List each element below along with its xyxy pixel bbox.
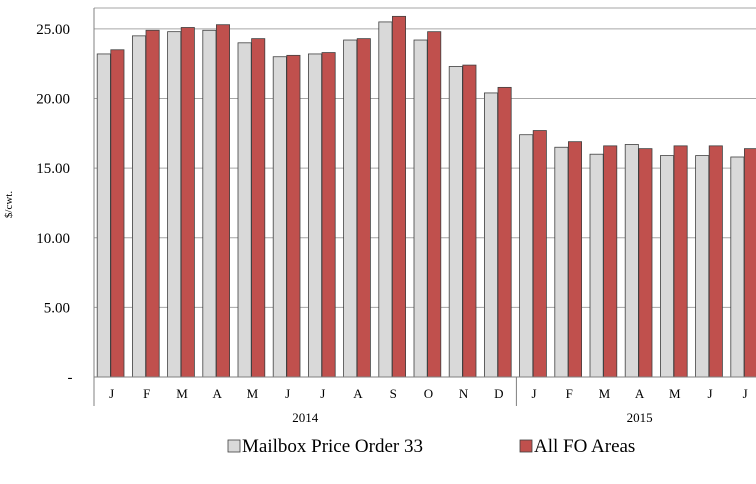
x-tick-label: J [743,386,748,401]
bar-mailbox-price [519,134,534,378]
bar-mailbox-price [272,56,287,378]
bar-all-fo-areas [391,15,406,378]
legend: Mailbox Price Order 33 All FO Areas [227,436,635,457]
x-tick-label: J [285,386,290,401]
bar-mailbox-price [167,31,182,378]
x-group-label: 2014 [292,410,319,425]
bar-all-fo-areas [286,54,301,378]
x-tick-label: F [566,386,573,401]
x-tick-label: J [531,386,536,401]
bar-mailbox-price [413,39,428,378]
x-tick-label: O [424,386,433,401]
x-tick-label: A [353,386,363,401]
y-tick-label: 20.00 [36,92,70,108]
bars [96,15,756,378]
x-tick-label: M [247,386,259,401]
bar-mailbox-price [237,42,252,378]
x-tick-label: N [459,386,469,401]
bar-all-fo-areas [638,148,653,378]
bar-all-fo-areas [215,24,230,378]
x-tick-label: M [599,386,611,401]
y-tick-label: 15.00 [36,161,70,177]
bar-all-fo-areas [603,145,618,378]
bar-all-fo-areas [462,64,477,378]
bar-all-fo-areas [110,49,125,378]
bar-mailbox-price [483,92,498,378]
bar-all-fo-areas [708,145,723,378]
y-tick-label: 10.00 [36,231,70,247]
bar-mailbox-price [589,153,604,378]
bar-all-fo-areas [568,141,583,378]
x-tick-label: J [320,386,325,401]
legend-label: All FO Areas [534,436,635,457]
bar-mailbox-price [96,53,111,378]
x-tick-label: F [143,386,150,401]
bar-mailbox-price [660,155,675,378]
legend-swatch [227,439,241,453]
bar-mailbox-price [307,53,322,378]
bar-all-fo-areas [145,29,160,378]
bar-all-fo-areas [532,130,547,378]
legend-item-mailbox-price: Mailbox Price Order 33 [227,436,423,457]
bar-all-fo-areas [321,52,336,378]
bar-all-fo-areas [744,148,756,378]
bar-mailbox-price [624,144,639,378]
x-tick-label: J [707,386,712,401]
y-tick-label: 5.00 [44,300,70,316]
legend-swatch [519,439,533,453]
bar-mailbox-price [131,35,146,378]
x-group-label: 2015 [627,410,653,425]
bar-mailbox-price [343,39,358,378]
y-axis-label: $/cwt. [3,191,15,218]
x-tick-label: J [109,386,114,401]
legend-item-all-fo-areas: All FO Areas [519,436,635,457]
bar-all-fo-areas [180,27,195,378]
axes: - 5.00 10.00 15.00 20.00 25.00 $/cwt. J F M A M J J A S… [3,8,756,425]
bar-all-fo-areas [251,38,266,378]
x-tick-label: D [494,386,503,401]
bar-mailbox-price [730,156,745,378]
bar-mailbox-price [378,21,393,378]
legend-label: Mailbox Price Order 33 [242,436,423,457]
x-tick-label: A [635,386,645,401]
bar-all-fo-areas [356,38,371,378]
bar-mailbox-price [448,66,463,378]
bar-mailbox-price [202,29,217,378]
bar-all-fo-areas [427,31,442,378]
bar-mailbox-price [554,146,569,378]
x-tick-label: S [390,386,397,401]
bar-mailbox-price [695,155,710,378]
y-tick-label: 25.00 [36,22,70,38]
x-tick-label: M [176,386,188,401]
y-tick-label: - [68,370,73,386]
x-tick-label: A [213,386,223,401]
bar-all-fo-areas [497,86,512,378]
bar-all-fo-areas [673,145,688,378]
x-tick-label: M [669,386,681,401]
